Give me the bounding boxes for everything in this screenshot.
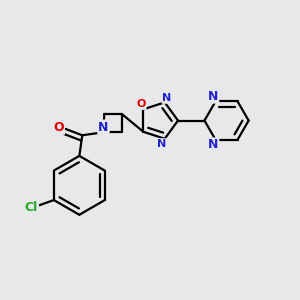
Text: N: N — [163, 93, 172, 103]
Text: N: N — [98, 121, 109, 134]
Text: N: N — [208, 139, 218, 152]
Text: N: N — [157, 139, 166, 149]
Text: O: O — [53, 121, 64, 134]
Text: Cl: Cl — [25, 201, 38, 214]
Text: O: O — [136, 99, 146, 109]
Text: N: N — [208, 90, 218, 103]
